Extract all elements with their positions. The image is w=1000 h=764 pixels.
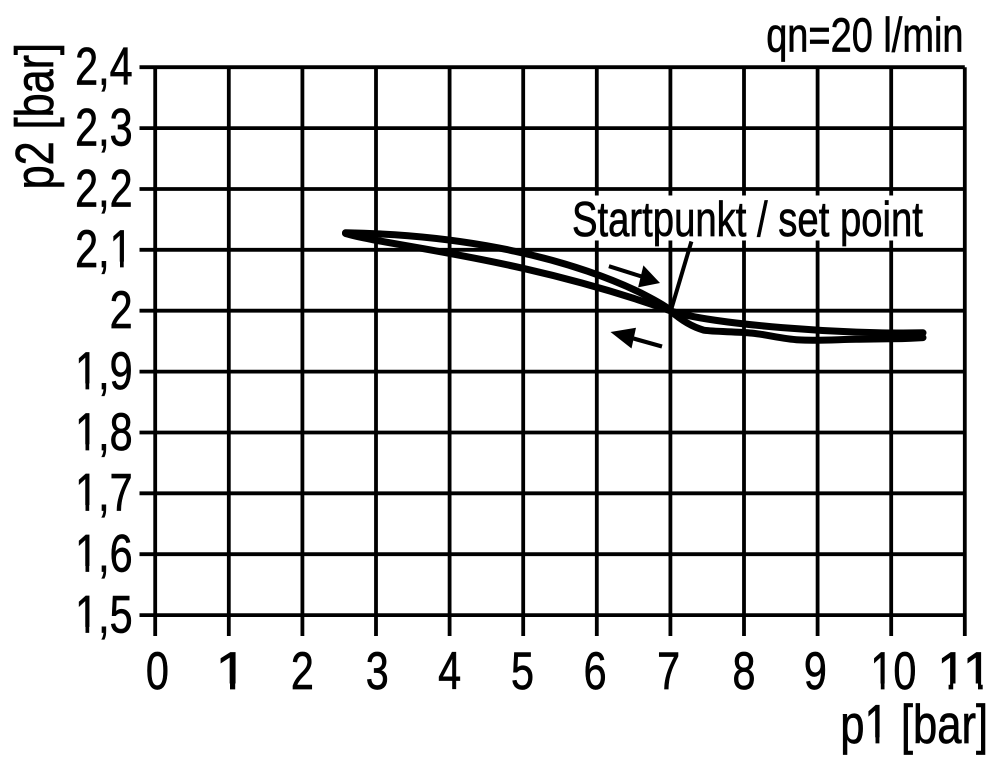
svg-text:11: 11 (937, 642, 992, 701)
svg-text:10: 10 (870, 642, 916, 701)
svg-text:2,4: 2,4 (75, 38, 132, 97)
svg-text:1,5: 1,5 (75, 586, 132, 645)
svg-text:6: 6 (584, 642, 607, 701)
svg-text:p1 [bar]: p1 [bar] (840, 694, 988, 755)
svg-text:2,3: 2,3 (75, 99, 132, 158)
svg-text:1,9: 1,9 (75, 342, 132, 401)
svg-text:qn=20 l/min: qn=20 l/min (766, 9, 963, 62)
svg-text:5: 5 (511, 642, 534, 701)
svg-text:4: 4 (438, 642, 461, 701)
svg-text:1,8: 1,8 (75, 403, 132, 462)
svg-text:p2 [bar]: p2 [bar] (6, 43, 66, 189)
svg-text:0: 0 (146, 642, 169, 701)
svg-text:2: 2 (291, 642, 314, 701)
svg-text:1,7: 1,7 (75, 464, 132, 523)
svg-text:2,2: 2,2 (75, 159, 132, 218)
svg-text:2,1: 2,1 (75, 220, 132, 279)
svg-text:Startpunkt / set point: Startpunkt / set point (572, 193, 923, 248)
svg-text:3: 3 (366, 642, 389, 701)
svg-text:9: 9 (804, 642, 827, 701)
svg-text:1: 1 (215, 641, 247, 700)
svg-text:1,6: 1,6 (75, 525, 132, 584)
svg-text:8: 8 (733, 642, 756, 701)
svg-text:2: 2 (110, 281, 133, 340)
svg-text:7: 7 (657, 642, 680, 701)
